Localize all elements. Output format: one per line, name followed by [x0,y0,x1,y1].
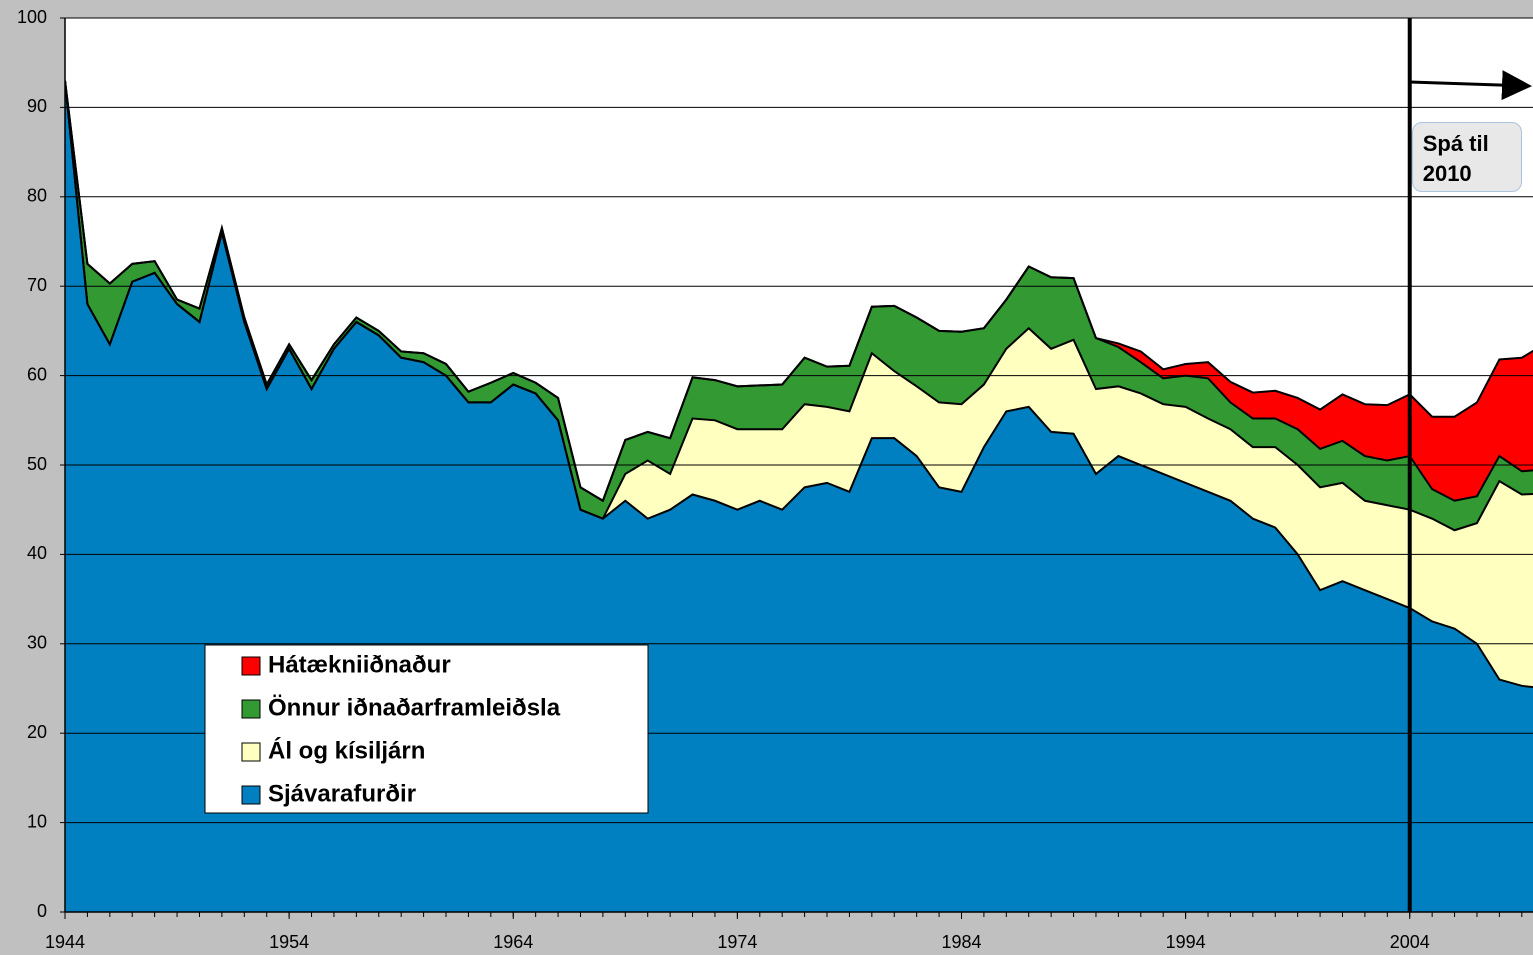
y-tick-label: 70 [27,275,47,295]
forecast-arrow [1409,70,1532,101]
legend-swatch [241,699,261,719]
annotation: Spá til 2010 [1411,122,1522,192]
x-tick-label: 1954 [269,932,309,952]
y-tick-label: 60 [27,364,47,384]
y-tick-label: 100 [17,7,47,27]
legend-label: Ál og kísiljárn [268,736,425,764]
x-tick-label: 1974 [717,932,757,952]
legend-swatch [241,785,261,805]
x-tick-label: 1964 [493,932,533,952]
area [65,80,1533,531]
x-tick-label: 1944 [45,932,85,952]
area-outline [65,80,1533,503]
x-tick-label: 1984 [941,932,981,952]
y-tick-label: 50 [27,454,47,474]
y-tick-label: 80 [27,186,47,206]
legend-label: Hátækniiðnaður [268,651,451,678]
legend-swatch [241,656,261,676]
legend-label: Sjávarafurðir [268,780,416,807]
area [65,80,1533,501]
x-tick-label: 1994 [1166,932,1206,952]
y-tick-label: 30 [27,633,47,653]
y-tick-label: 20 [27,722,47,742]
y-tick-label: 40 [27,543,47,563]
y-tick-label: 10 [27,811,47,831]
y-tick-label: 90 [27,96,47,116]
x-tick-label: 2004 [1390,932,1430,952]
y-tick-label: 0 [37,901,47,921]
legend [204,644,649,814]
legend-label: Önnur iðnaðarframleiðsla [268,694,561,721]
legend-swatch [241,742,261,762]
